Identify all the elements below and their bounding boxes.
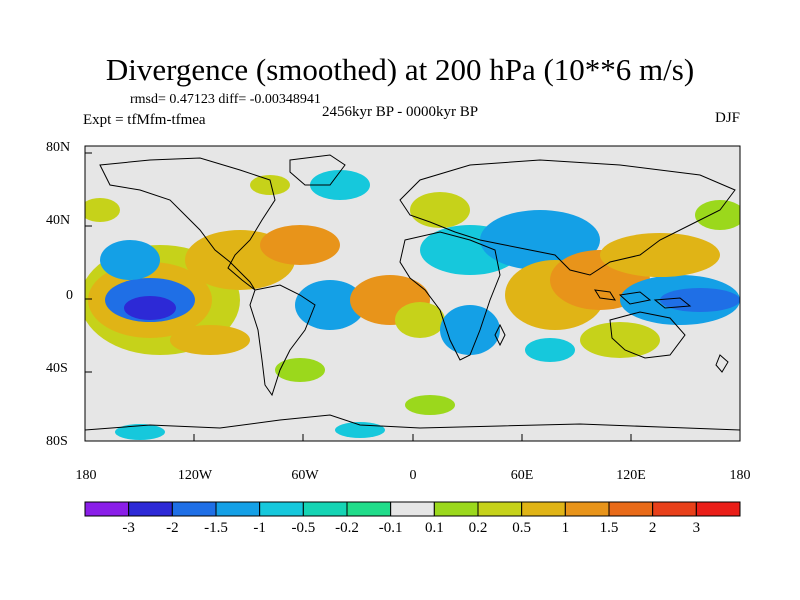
contour-region bbox=[170, 325, 250, 355]
contour-region bbox=[395, 302, 445, 338]
colorbar-swatch bbox=[433, 501, 479, 517]
coastline-australia bbox=[609, 311, 686, 359]
lon-label-120e: 120E bbox=[616, 468, 646, 483]
coastline-south-america bbox=[249, 284, 316, 397]
lon-label-180w: 180 bbox=[75, 468, 97, 483]
lat-label-40n: 40N bbox=[46, 213, 71, 228]
contour-region bbox=[660, 288, 740, 312]
colorbar-label: -0.1 bbox=[378, 520, 403, 536]
season-text: DJF bbox=[714, 110, 740, 126]
colorbar-label: -0.5 bbox=[291, 520, 316, 536]
contour-region bbox=[695, 200, 740, 230]
colorbar-label: 1 bbox=[561, 520, 570, 536]
contour-region bbox=[100, 240, 160, 280]
contour-region bbox=[260, 225, 340, 265]
coastline-antarctica bbox=[85, 414, 740, 431]
tick-mark-group bbox=[85, 152, 632, 442]
lon-label-120w: 120W bbox=[177, 468, 213, 483]
colorbar-label: -1.5 bbox=[204, 520, 228, 536]
coastline-group bbox=[85, 154, 740, 431]
lon-label-0: 0 bbox=[409, 468, 417, 483]
experiment-text: Expt = tfMfm-tfmea bbox=[83, 112, 206, 128]
colorbar-label: -3 bbox=[122, 520, 135, 536]
contour-region bbox=[250, 175, 290, 195]
colorbar-swatch bbox=[521, 501, 566, 517]
coastline-eurasia bbox=[399, 159, 736, 276]
contour-region bbox=[85, 198, 120, 222]
period-text: 2456kyr BP - 0000kyr BP bbox=[322, 104, 479, 120]
contour-region bbox=[295, 280, 365, 330]
contour-region bbox=[310, 170, 370, 200]
lat-label-0: 0 bbox=[66, 288, 73, 303]
stats-text: rmsd= 0.47123 diff= -0.00348941 bbox=[130, 92, 321, 107]
lon-label-180e: 180 bbox=[729, 468, 751, 483]
colorbar-label: 0.5 bbox=[512, 520, 532, 536]
map-title: Divergence (smoothed) at 200 hPa (10**6 … bbox=[105, 52, 695, 87]
contour-region bbox=[115, 424, 165, 440]
lat-label-80s: 80S bbox=[46, 434, 68, 449]
contour-region bbox=[440, 305, 500, 355]
colorbar bbox=[84, 501, 741, 517]
map-frame-group bbox=[84, 145, 741, 442]
colorbar-swatch bbox=[564, 501, 610, 517]
coastline-island bbox=[618, 291, 652, 305]
colorbar-swatch bbox=[652, 501, 697, 517]
colorbar-swatch bbox=[302, 501, 348, 517]
contour-region bbox=[335, 422, 385, 438]
coastline-africa bbox=[399, 231, 501, 361]
coastline-north-america bbox=[99, 157, 276, 291]
colorbar-swatch bbox=[128, 501, 173, 517]
coastline-new-zealand bbox=[715, 354, 729, 373]
colorbar-label: -1 bbox=[253, 520, 266, 536]
lat-label-80n: 80N bbox=[46, 140, 71, 155]
colorbar-swatch bbox=[171, 501, 217, 517]
colorbar-label: 2 bbox=[648, 520, 657, 536]
colorbar-label: 1.5 bbox=[599, 520, 619, 536]
contour-region bbox=[410, 192, 470, 228]
colorbar-label: 0.1 bbox=[424, 520, 444, 536]
lat-label-40s: 40S bbox=[46, 361, 68, 376]
contour-region bbox=[124, 296, 176, 320]
contour-region bbox=[480, 210, 600, 270]
colorbar-swatch bbox=[477, 501, 523, 517]
coastline-island bbox=[594, 289, 616, 301]
colorbar-swatch bbox=[259, 501, 304, 517]
coastline-madagascar bbox=[494, 323, 506, 347]
contour-region bbox=[580, 322, 660, 358]
coastline-greenland bbox=[289, 154, 346, 186]
contour-fill-group bbox=[85, 170, 740, 440]
lon-label-60w: 60W bbox=[291, 468, 319, 483]
contour-region bbox=[405, 395, 455, 415]
contour-region bbox=[525, 338, 575, 362]
contour-region bbox=[275, 358, 325, 382]
colorbar-swatch bbox=[215, 501, 261, 517]
colorbar-swatch bbox=[608, 501, 654, 517]
colorbar-swatch bbox=[695, 501, 741, 517]
colorbar-label: 3 bbox=[692, 520, 701, 536]
colorbar-swatch bbox=[84, 501, 130, 517]
colorbar-label: -0.2 bbox=[335, 520, 359, 536]
contour-region bbox=[600, 233, 720, 277]
colorbar-label: -2 bbox=[166, 520, 179, 536]
lon-label-60e: 60E bbox=[510, 468, 534, 483]
colorbar-swatch bbox=[390, 501, 435, 517]
coastline-island bbox=[653, 297, 692, 309]
colorbar-swatch bbox=[346, 501, 392, 517]
colorbar-label: 0.2 bbox=[468, 520, 488, 536]
